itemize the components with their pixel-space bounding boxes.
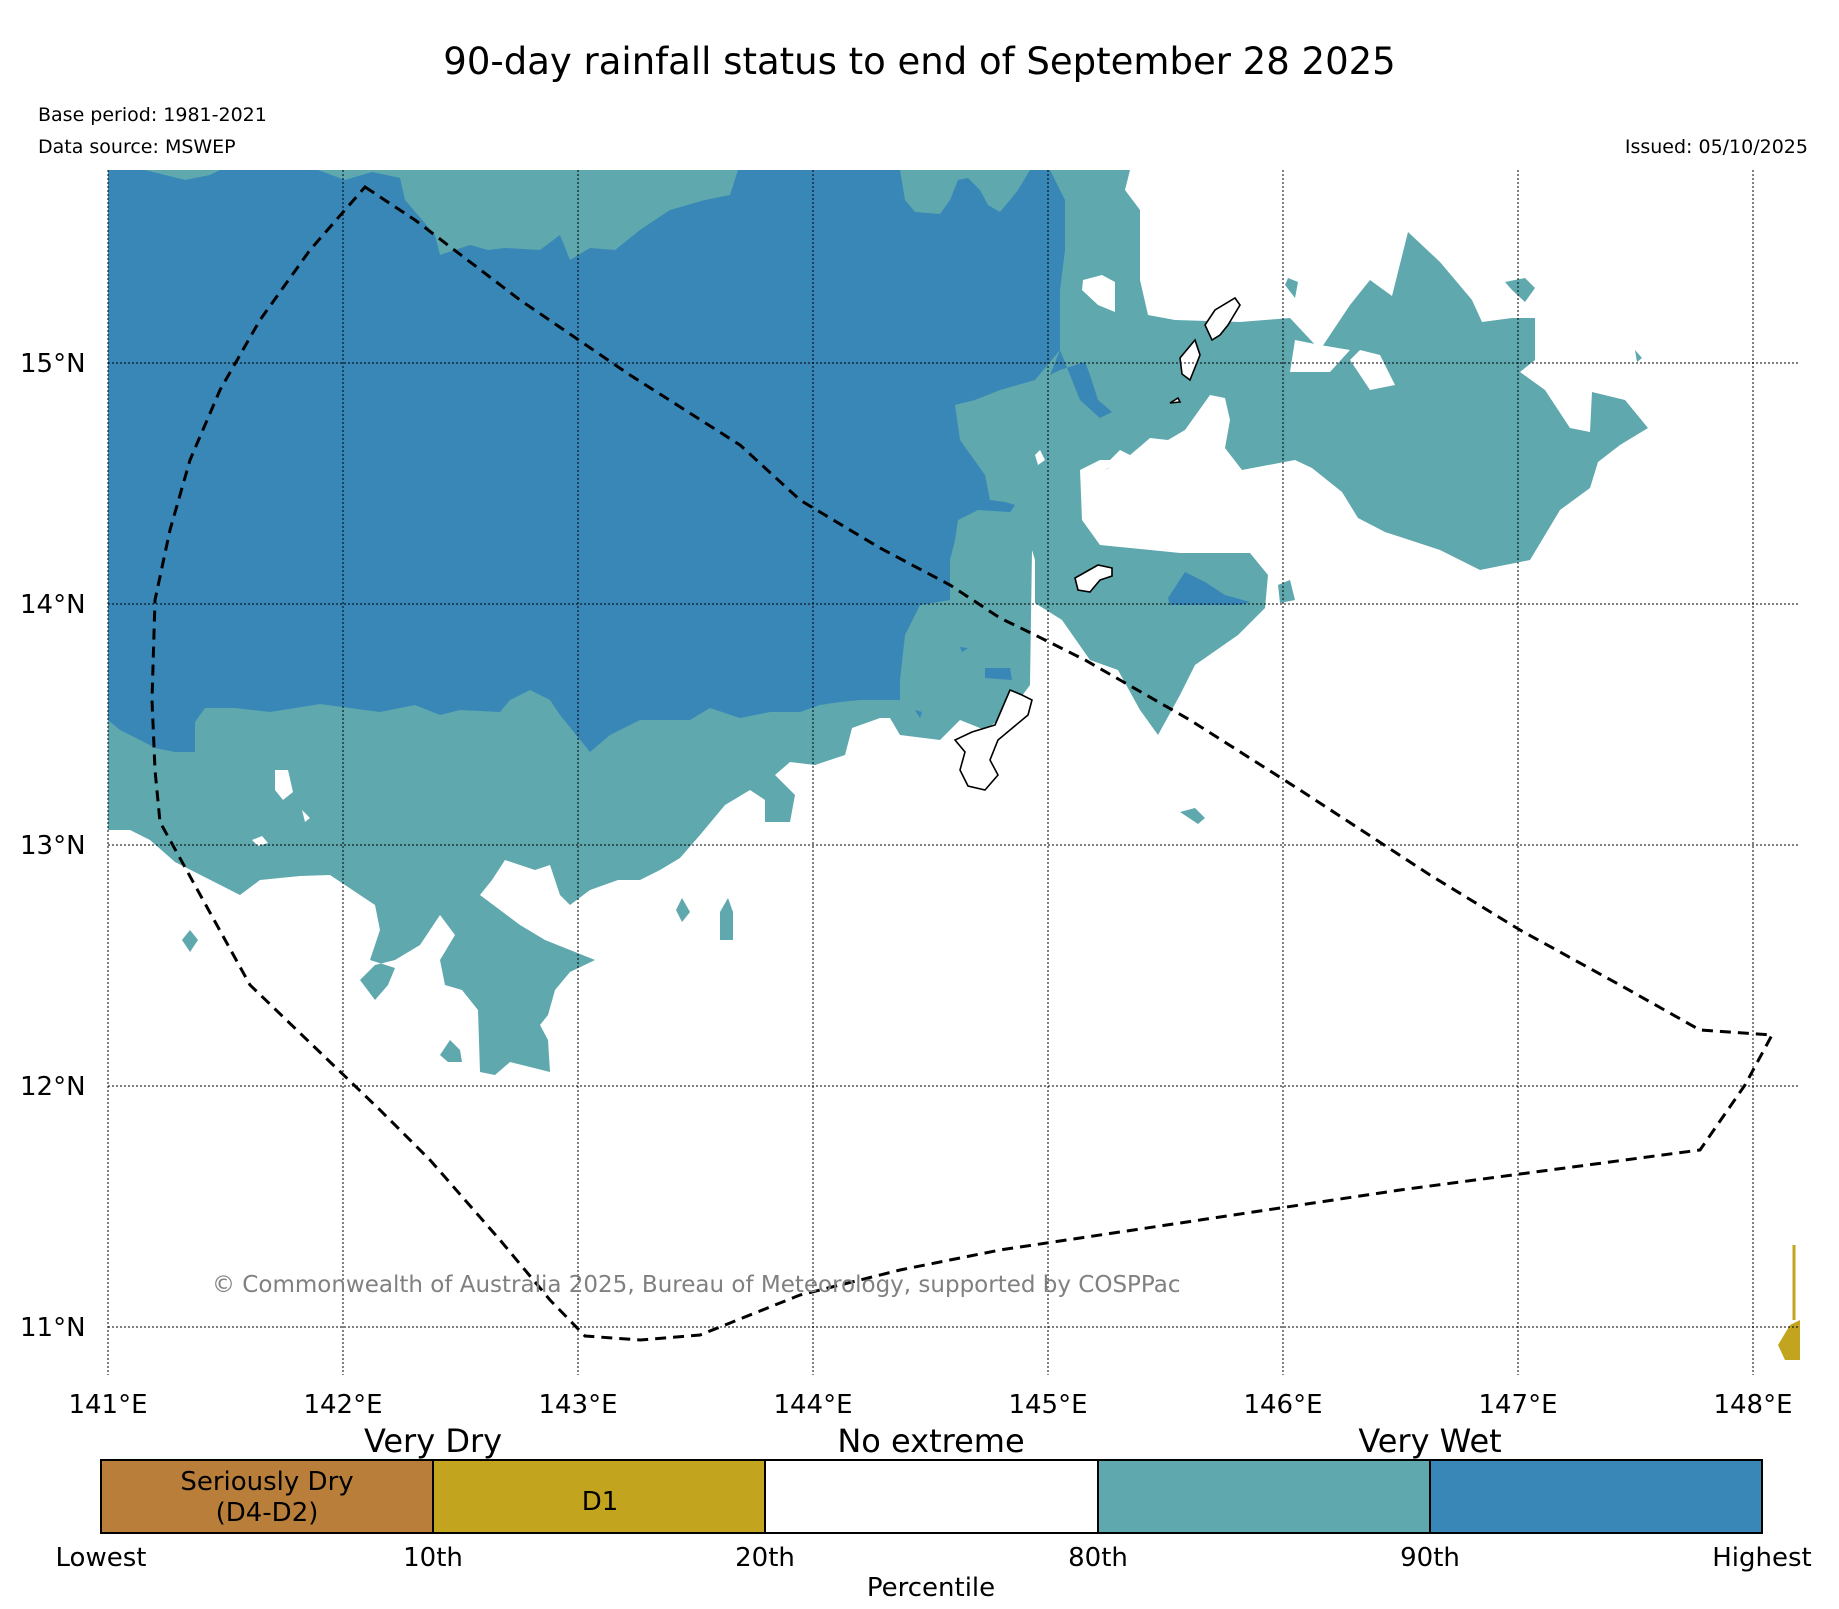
tick-10th: 10th: [403, 1543, 463, 1573]
lon-label-142: 142°E: [303, 1390, 382, 1420]
lon-label-148: 148°E: [1713, 1390, 1792, 1420]
colorbar-label-d1: D1: [582, 1487, 619, 1517]
island-outlines: [953, 296, 1241, 791]
rainfall-layer: [108, 170, 1800, 1360]
colorbar-seriously-dry: [100, 1459, 434, 1534]
d1-patch: [1778, 1320, 1800, 1360]
issued-date: Issued: 05/10/2025: [1624, 136, 1808, 158]
tick-highest: Highest: [1712, 1543, 1812, 1573]
lon-label-143: 143°E: [538, 1390, 617, 1420]
map-title: 90-day rainfall status to end of Septemb…: [443, 40, 1396, 83]
legend-very-dry: Very Dry: [364, 1422, 502, 1460]
colorbar-label-seriously-dry-line2: (D4-D2): [216, 1498, 319, 1528]
colorbar-wet-80-90: [1097, 1459, 1431, 1534]
lat-label-14: 14°N: [20, 590, 86, 620]
lon-label-141: 141°E: [68, 1390, 147, 1420]
colorbar: [100, 1459, 1763, 1534]
legend-very-wet: Very Wet: [1358, 1422, 1501, 1460]
lon-label-147: 147°E: [1478, 1390, 1557, 1420]
tick-20th: 20th: [735, 1543, 795, 1573]
lat-label-12: 12°N: [20, 1072, 86, 1102]
tick-90th: 90th: [1400, 1543, 1460, 1573]
tick-80th: 80th: [1068, 1543, 1128, 1573]
lat-label-13: 13°N: [20, 831, 86, 861]
colorbar-very-wet: [1429, 1459, 1763, 1534]
colorbar-label-seriously-dry-line1: Seriously Dry: [180, 1467, 353, 1497]
very-wet-region: [108, 170, 1112, 752]
guam-outline: [953, 688, 1033, 791]
lat-label-15: 15°N: [20, 349, 86, 379]
lon-label-146: 146°E: [1243, 1390, 1322, 1420]
graticule: [107, 170, 1800, 1375]
saipan-outline: [1204, 296, 1241, 342]
tinian-outline: [1179, 338, 1201, 382]
colorbar-d1: [432, 1459, 766, 1534]
copyright-note: © Commonwealth of Australia 2025, Bureau…: [212, 1272, 1181, 1298]
colorbar-no-extreme: [764, 1459, 1099, 1534]
base-period: Base period: 1981-2021: [38, 104, 267, 126]
legend-no-extreme: No extreme: [837, 1422, 1024, 1460]
lat-label-11: 11°N: [20, 1313, 86, 1343]
tick-lowest: Lowest: [56, 1543, 147, 1573]
lon-label-145: 145°E: [1008, 1390, 1087, 1420]
rota-outline: [1074, 564, 1113, 593]
colorbar-axis-label: Percentile: [867, 1573, 995, 1603]
eez-boundary: [150, 185, 1775, 1342]
lon-label-144: 144°E: [773, 1390, 852, 1420]
data-source: Data source: MSWEP: [38, 136, 236, 158]
